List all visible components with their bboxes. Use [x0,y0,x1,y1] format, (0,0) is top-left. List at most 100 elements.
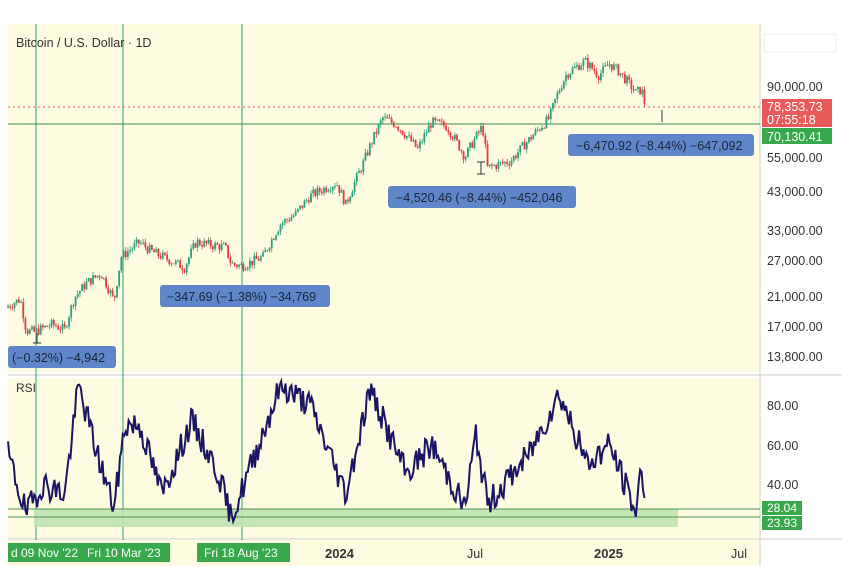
candle-body [490,164,493,166]
candle-body [17,299,20,303]
candle-body [307,200,310,203]
candle-body [421,141,424,143]
candle-body [273,239,275,240]
candle-body [582,59,585,66]
candle-body [373,131,376,144]
candle-body [351,191,354,198]
candle-body [632,89,635,91]
candle-body [28,329,31,334]
candle-body [310,193,312,203]
candle-body [33,326,36,332]
candle-body [499,161,502,163]
candle-body [552,103,554,109]
candle-body [578,65,580,70]
price-tick-label: 90,000.00 [767,80,823,94]
candle-body [584,58,587,60]
candle-body [275,235,278,240]
candle-body [368,143,371,156]
candle-body [157,249,160,256]
support-level-badge [762,128,832,144]
candle-body [530,137,533,140]
candle-body [390,118,393,123]
candle-body [168,259,171,265]
candle-body [401,130,404,135]
candle-body [83,284,86,290]
candle-body [512,156,515,161]
candle-body [253,255,256,266]
candle-body [410,135,413,142]
candle-body [227,245,230,258]
candle-body [255,255,258,259]
candle-body [107,287,110,294]
candle-body [131,248,134,251]
candle-body [179,260,182,269]
date-label-text: Fri 18 Aug '23 [204,546,278,560]
price-tick-label: 27,000.00 [767,254,823,268]
candle-body [268,248,271,251]
candle-body [13,303,16,308]
candle-body [536,129,539,131]
date-label-text: Fri 10 Mar '23 [87,546,161,560]
candle-body [517,152,519,158]
candle-body [70,305,73,318]
candle-body [628,76,631,80]
current-price-value: 78,353.73 [767,100,823,114]
price-tick-label: 55,000.00 [767,151,823,165]
candle-body [641,89,644,95]
date-label-badge [8,543,82,562]
candle-body [57,326,60,330]
candle-body [541,127,543,131]
candle-body [185,263,188,273]
candle-body [20,301,22,303]
candle-body [100,277,103,279]
candle-body [129,250,131,252]
candle-body [471,142,474,148]
candle-body [580,65,583,70]
candle-body [297,208,299,212]
candle-body [316,187,319,196]
price-scale-blank-badge [763,33,837,53]
candle-body [458,140,461,151]
candle-body [140,242,142,244]
candle-body [166,254,169,260]
candle-body [360,171,363,172]
price-tick-label: 13,800.00 [767,350,823,364]
candle-body [164,252,166,255]
candle-body [371,143,373,145]
candle-body [144,242,147,248]
candle-body [473,138,476,148]
candle-body [11,307,14,309]
candle-body [81,284,84,292]
candle-body [453,135,456,140]
candle-body [525,142,528,150]
candle-body [488,164,491,167]
chart-title: Bitcoin / U.S. Dollar · 1D [16,36,151,50]
candle-body [336,185,339,187]
candle-body [133,243,136,249]
price-tick-label: 43,000.00 [767,185,823,199]
candle-body [615,64,618,66]
candle-body [456,135,458,141]
candle-body [358,171,360,174]
candle-body [626,76,628,84]
candle-body [338,185,341,193]
candle-body [288,220,291,221]
candle-body [238,264,240,267]
price-scale-background [760,24,842,372]
candle-body [146,247,149,253]
candle-body [528,137,530,143]
candle-body [39,325,42,335]
candle-body [623,73,626,84]
candle-body [493,165,495,166]
candle-body [249,260,251,268]
candle-body [569,73,572,78]
candle-body [440,121,443,123]
candle-body [429,125,432,128]
candle-body [286,219,288,221]
candle-body [153,249,155,253]
candle-body [613,64,615,70]
candle-body [589,62,591,69]
candle-body [68,317,70,327]
candle-body [469,142,471,148]
